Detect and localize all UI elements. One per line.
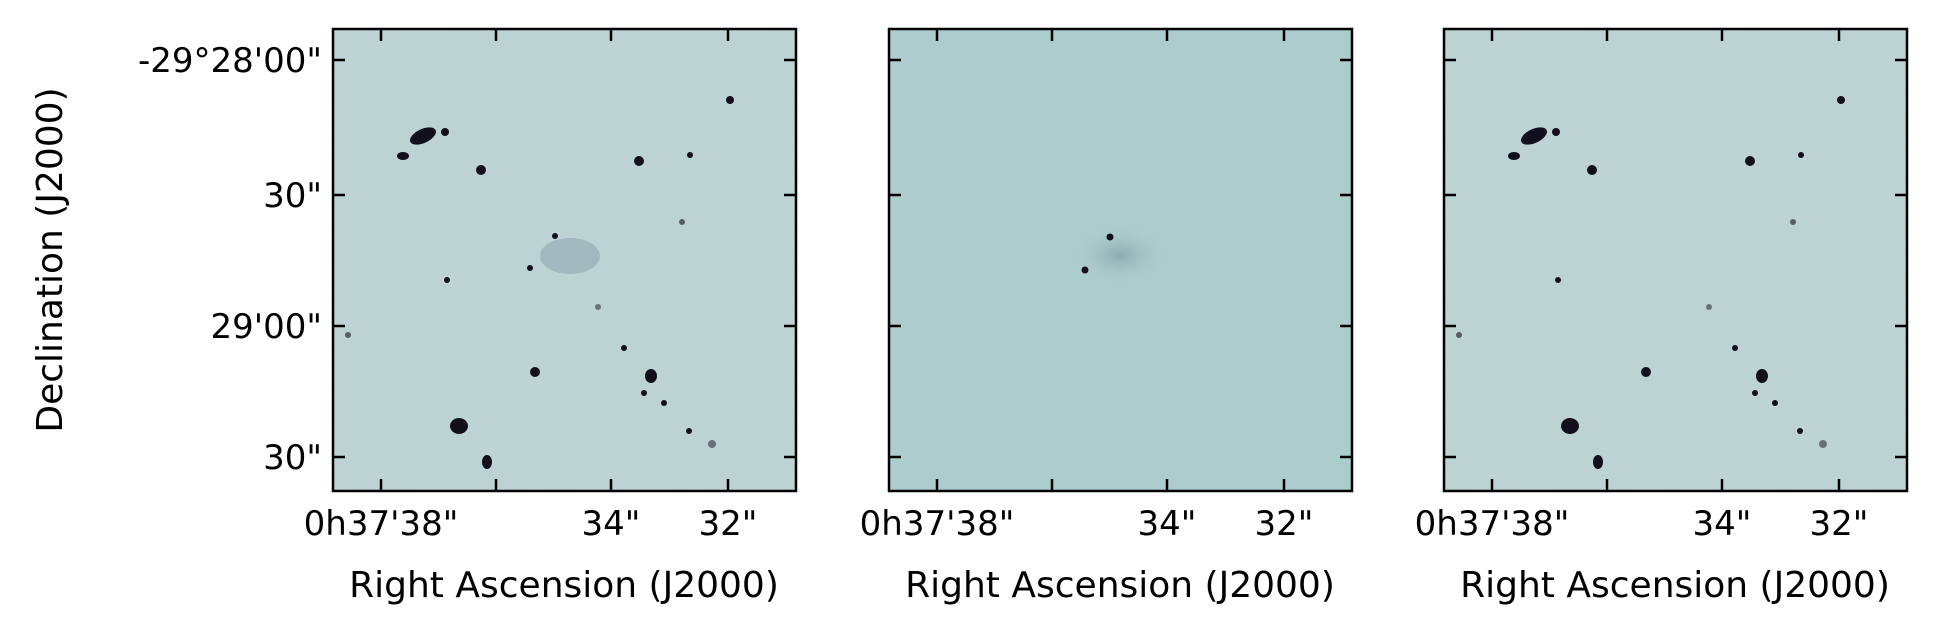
x-tick-label: 32": [1810, 504, 1869, 544]
model-point-source: [1106, 233, 1114, 241]
x-axis-label: Right Ascension (J2000): [1460, 565, 1890, 606]
sources-residual: [1456, 96, 1845, 469]
panel-model: 0h37'38" 34" 32" Right Ascension (J2000): [860, 27, 1354, 606]
y-axis-label: Declination (J2000): [30, 87, 71, 432]
x-tick-label: 0h37'38": [1415, 504, 1570, 544]
ticks-p2: [889, 29, 1352, 491]
panel-observed: -29°28'00" 30" 29'00" 30" 0h37'38" 34" 3…: [138, 27, 798, 606]
x-tick-label: 32": [1255, 504, 1314, 544]
x-tick-label: 0h37'38": [304, 504, 459, 544]
model-point-source: [1081, 266, 1089, 274]
x-axis-label: Right Ascension (J2000): [905, 565, 1335, 606]
x-axis-label: Right Ascension (J2000): [349, 565, 779, 606]
x-tick-label: 0h37'38": [860, 504, 1015, 544]
ticks-p3: [1444, 29, 1907, 491]
panel-frame: [887, 27, 1354, 493]
panel-frame: [1442, 27, 1909, 493]
x-tick-label: 34": [1693, 504, 1752, 544]
panel-residual: 0h37'38" 34" 32" Right Ascension (J2000): [1415, 27, 1909, 606]
panel-frame: [331, 27, 798, 493]
model-galaxy: [1072, 225, 1168, 285]
y-tick-label: 30": [263, 176, 322, 216]
y-tick-label: 30": [263, 438, 322, 478]
y-tick-label: 29'00": [210, 307, 322, 347]
x-tick-label: 32": [699, 504, 758, 544]
sources-observed: [345, 96, 734, 469]
y-tick-label: -29°28'00": [138, 41, 322, 81]
x-tick-label: 34": [1138, 504, 1197, 544]
ticks-p1: [333, 29, 796, 491]
x-tick-label: 34": [582, 504, 641, 544]
